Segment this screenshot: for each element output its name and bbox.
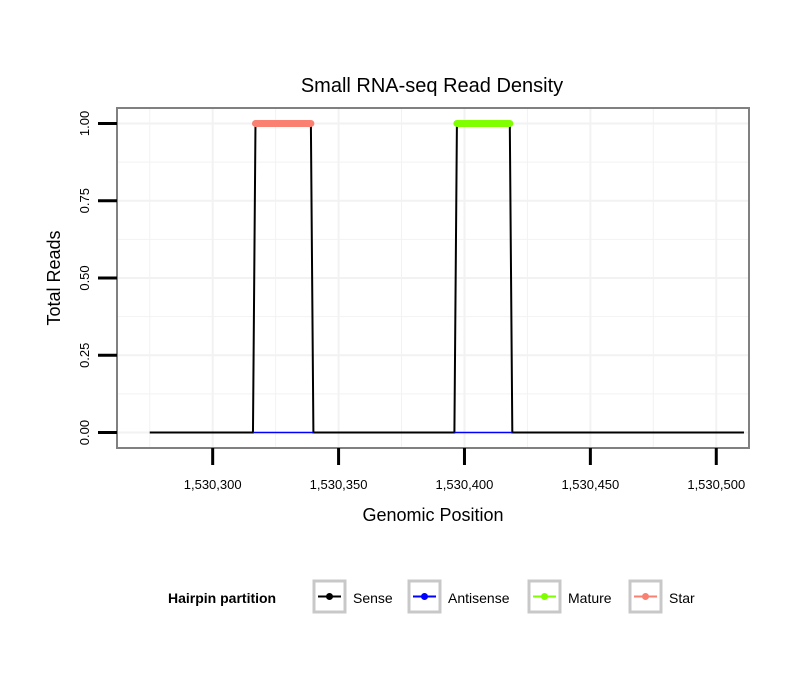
legend-key-dot <box>421 593 428 600</box>
y-tick-label: 0.75 <box>77 188 92 213</box>
legend-label: Star <box>669 590 695 606</box>
legend-label: Sense <box>353 590 393 606</box>
x-axis-label: Genomic Position <box>362 505 503 525</box>
x-axis: 1,530,300 1,530,350 1,530,400 1,530,450 1,53… <box>184 448 745 492</box>
x-tick-label: 1,530,350 <box>310 477 368 492</box>
legend-key-dot <box>541 593 548 600</box>
chart-title: Small RNA-seq Read Density <box>301 75 563 97</box>
y-tick-label: 0.00 <box>77 420 92 445</box>
legend-key-dot <box>326 593 333 600</box>
x-tick-label: 1,530,500 <box>687 477 745 492</box>
legend-label: Mature <box>568 590 612 606</box>
y-tick-label: 1.00 <box>77 111 92 136</box>
y-axis-label: Total Reads <box>44 230 64 325</box>
y-tick-label: 0.50 <box>77 265 92 290</box>
legend-label: Antisense <box>448 590 510 606</box>
y-axis: 0.00 0.25 0.50 0.75 1.00 <box>77 111 117 445</box>
legend: Hairpin partition Sense Antisense Mature St… <box>168 579 695 614</box>
series-line-sense <box>149 122 744 434</box>
legend-title: Hairpin partition <box>168 590 276 606</box>
series-layer <box>149 119 744 434</box>
x-tick-label: 1,530,300 <box>184 477 242 492</box>
x-tick-label: 1,530,450 <box>561 477 619 492</box>
legend-key-dot <box>642 593 649 600</box>
legend-entries: Sense Antisense Mature Star <box>312 579 695 614</box>
x-tick-label: 1,530,400 <box>436 477 494 492</box>
y-tick-label: 0.25 <box>77 343 92 368</box>
